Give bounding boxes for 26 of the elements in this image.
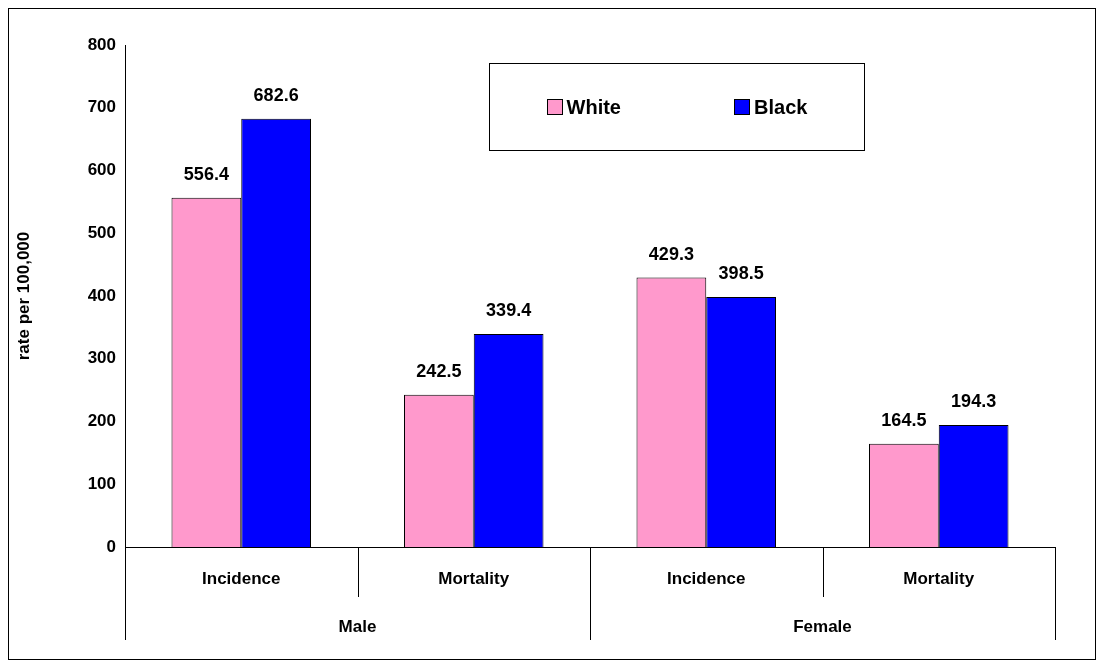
y-tick-label: 200 [87,411,116,431]
y-tick-label: 0 [106,536,116,556]
data-label: 339.4 [486,300,532,320]
x-tick-label: Mortality [438,568,510,588]
y-axis-title: rate per 100,000 [13,231,33,361]
data-label: 164.5 [881,409,927,430]
y-tick-label: 700 [87,97,116,117]
y-tick-label: 600 [87,160,116,180]
legend-label: White [566,95,621,119]
data-label: 429.3 [648,243,694,264]
legend-label: Black [754,95,808,119]
y-tick-label: 300 [87,348,116,368]
y-tick-label: 400 [87,285,116,305]
x-tick-label: Incidence [202,568,281,588]
data-label: 242.5 [416,360,462,381]
y-tick-label: 800 [87,34,116,54]
data-label: 682.6 [253,84,299,105]
data-label: 556.4 [183,163,229,184]
data-label: 194.3 [951,391,997,412]
text: Male [338,616,377,636]
text: Female [793,616,852,636]
y-tick-label: 500 [87,222,116,242]
x-tick-label: Mortality [903,568,975,588]
y-tick-label: 100 [87,473,116,493]
data-label: 398.5 [718,262,764,283]
x-tick-label: Incidence [667,568,746,588]
